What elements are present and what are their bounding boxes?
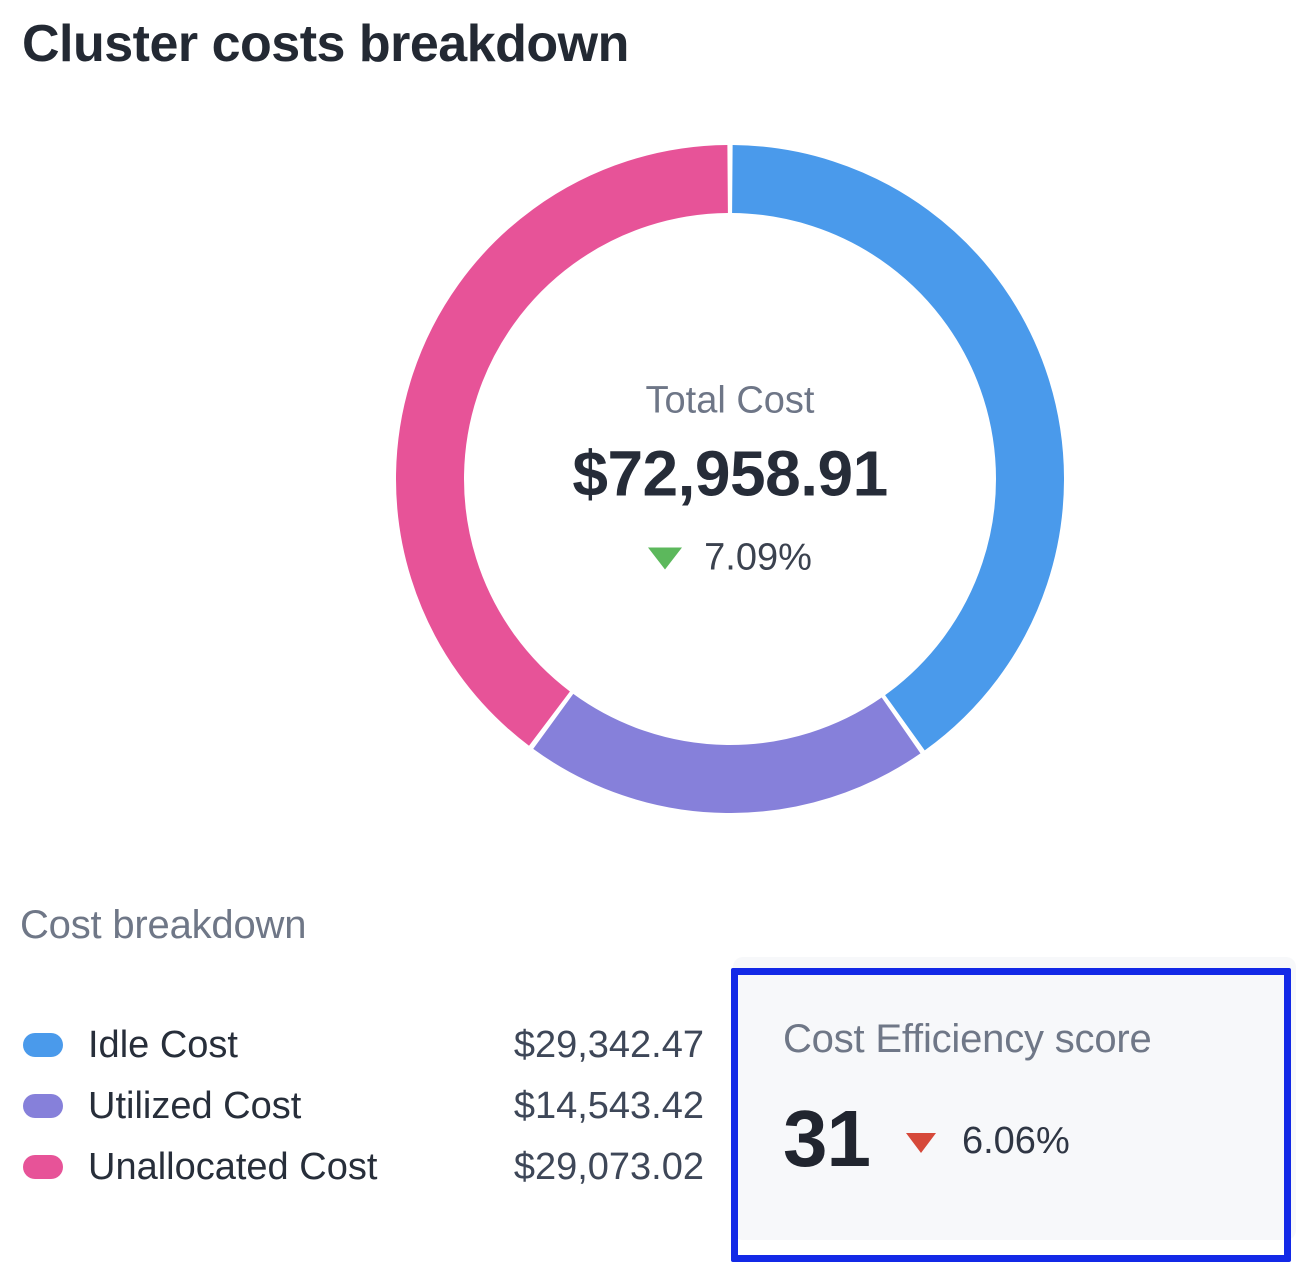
donut-segment-unallocated-cost[interactable] (396, 145, 729, 746)
legend-value: $29,342.47 (513, 1023, 704, 1066)
page-title: Cluster costs breakdown (22, 15, 629, 73)
cost-efficiency-heading: Cost Efficiency score (783, 1017, 1152, 1061)
cost-efficiency-change: 6.06% (961, 1119, 1070, 1162)
idle-cost-swatch-icon (23, 1033, 63, 1057)
donut-center: Total Cost $72,958.91 7.09% (480, 379, 980, 580)
cost-breakdown-heading: Cost breakdown (20, 903, 307, 947)
cost-efficiency-score-row: 31 6.06% (783, 1097, 1070, 1181)
legend-item-utilized-cost[interactable]: Utilized Cost $14,543.42 (23, 1084, 704, 1128)
legend-item-idle-cost[interactable]: Idle Cost $29,342.47 (23, 1023, 704, 1067)
legend-label: Idle Cost (88, 1023, 238, 1066)
cost-breakdown-legend: Idle Cost $29,342.47 Utilized Cost $14,5… (23, 1023, 704, 1206)
legend-label: Unallocated Cost (88, 1145, 378, 1188)
trend-down-green-icon (648, 547, 683, 569)
total-cost-value: $72,958.91 (572, 437, 888, 510)
utilized-cost-swatch-icon (23, 1094, 63, 1118)
legend-value: $14,543.42 (513, 1084, 704, 1127)
total-cost-change: 7.09% (648, 537, 812, 580)
total-cost-change-value: 7.09% (704, 536, 812, 579)
unallocated-cost-swatch-icon (23, 1155, 63, 1179)
legend-item-unallocated-cost[interactable]: Unallocated Cost $29,073.02 (23, 1145, 704, 1189)
trend-down-red-icon (905, 1133, 936, 1153)
cost-efficiency-card: Cost Efficiency score 31 6.06% (733, 957, 1296, 1240)
cost-efficiency-score: 31 (783, 1094, 871, 1183)
legend-label: Utilized Cost (88, 1084, 302, 1127)
legend-value: $29,073.02 (513, 1145, 704, 1188)
donut-segment-idle-cost[interactable] (731, 145, 1064, 751)
total-cost-label: Total Cost (645, 379, 815, 422)
donut-segment-utilized-cost[interactable] (533, 693, 921, 813)
donut-rings (396, 145, 1064, 813)
donut-chart: Total Cost $72,958.91 7.09% (396, 145, 1064, 813)
